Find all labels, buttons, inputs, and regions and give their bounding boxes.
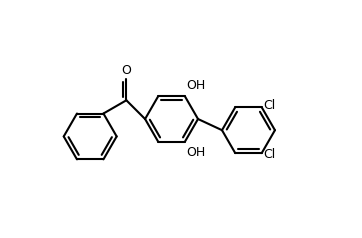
Text: OH: OH <box>187 79 206 92</box>
Text: O: O <box>121 64 131 77</box>
Text: OH: OH <box>187 146 206 159</box>
Text: Cl: Cl <box>264 149 276 162</box>
Text: Cl: Cl <box>264 99 276 112</box>
